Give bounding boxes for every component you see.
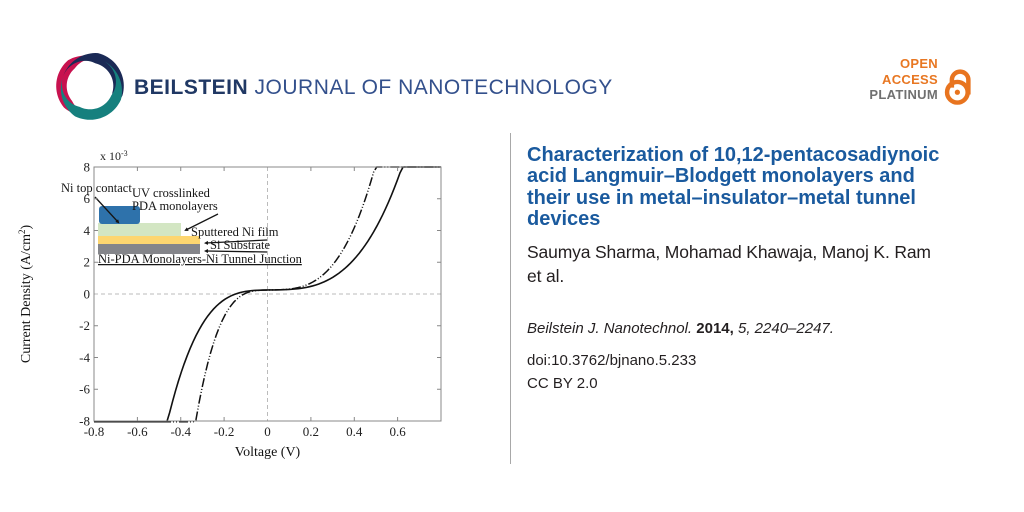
svg-text:0: 0 xyxy=(264,424,271,439)
svg-text:0.2: 0.2 xyxy=(303,424,319,439)
svg-text:2: 2 xyxy=(84,255,91,270)
svg-text:Voltage (V): Voltage (V) xyxy=(235,445,301,460)
svg-text:0: 0 xyxy=(84,286,91,301)
svg-text:-4: -4 xyxy=(79,350,90,365)
svg-text:-2: -2 xyxy=(79,318,90,333)
svg-text:Ni-PDA Monolayers-Ni Tunnel Ju: Ni-PDA Monolayers-Ni Tunnel Junction xyxy=(98,252,303,266)
svg-text:UV crosslinked: UV crosslinked xyxy=(132,186,211,200)
svg-text:Sputtered Ni film: Sputtered Ni film xyxy=(191,225,279,239)
svg-text:Current Density (A/cm2): Current Density (A/cm2) xyxy=(17,225,34,364)
svg-text:-6: -6 xyxy=(79,382,90,397)
svg-text:0.6: 0.6 xyxy=(389,424,406,439)
svg-text:-0.6: -0.6 xyxy=(127,424,148,439)
svg-text:x 10-3: x 10-3 xyxy=(100,149,128,164)
svg-text:Si Substrate: Si Substrate xyxy=(210,238,271,252)
svg-text:-8: -8 xyxy=(79,413,90,428)
svg-text:Ni top contact: Ni top contact xyxy=(61,181,132,195)
svg-text:4: 4 xyxy=(84,223,91,238)
svg-text:0.4: 0.4 xyxy=(346,424,363,439)
svg-text:6: 6 xyxy=(84,191,91,206)
svg-text:8: 8 xyxy=(84,160,91,175)
svg-text:-0.2: -0.2 xyxy=(214,424,235,439)
svg-text:-0.4: -0.4 xyxy=(170,424,191,439)
svg-text:PDA monolayers: PDA monolayers xyxy=(132,199,218,213)
